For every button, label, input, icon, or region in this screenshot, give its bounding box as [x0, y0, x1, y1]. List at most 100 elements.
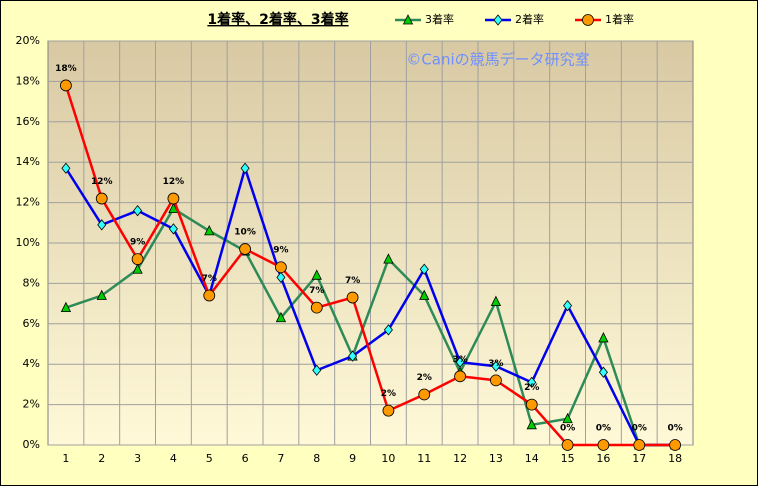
x-tick-label: 10: [381, 452, 395, 465]
x-tick-label: 11: [417, 452, 431, 465]
data-point: [97, 219, 107, 231]
data-label: 3%: [452, 355, 467, 365]
data-point: [61, 162, 71, 174]
data-point: [669, 439, 681, 451]
data-label: 2%: [417, 373, 432, 383]
y-tick-label: 8%: [23, 276, 40, 289]
data-label: 9%: [273, 246, 288, 256]
data-point: [133, 205, 143, 217]
data-point: [348, 350, 358, 362]
data-point: [419, 263, 429, 275]
x-tick-label: 4: [170, 452, 177, 465]
data-label: 7%: [345, 276, 360, 286]
data-point: [95, 192, 108, 205]
x-tick-label: 15: [561, 452, 575, 465]
legend-label: 3着率: [425, 12, 454, 26]
data-label: 12%: [91, 177, 113, 187]
data-point: [490, 295, 502, 306]
data-label: 18%: [55, 64, 77, 74]
data-point: [598, 366, 608, 378]
x-tick-label: 13: [489, 452, 503, 465]
x-tick-label: 9: [349, 452, 356, 465]
x-tick-label: 8: [313, 452, 320, 465]
data-point: [204, 224, 215, 236]
x-tick-label: 7: [277, 452, 284, 465]
data-point: [527, 376, 537, 389]
x-tick-label: 1: [62, 452, 69, 465]
y-tick-label: 16%: [16, 115, 40, 128]
data-point: [563, 299, 573, 312]
y-tick-label: 0%: [23, 438, 40, 451]
data-point: [419, 289, 430, 300]
data-point: [240, 162, 250, 174]
data-point: [525, 398, 538, 411]
data-point: [418, 388, 431, 401]
y-tick-label: 6%: [23, 317, 40, 330]
y-tick-label: 10%: [16, 236, 40, 249]
data-point: [346, 291, 359, 304]
data-label: 0%: [632, 424, 647, 434]
y-tick-label: 18%: [16, 74, 40, 87]
x-tick-label: 3: [134, 452, 141, 465]
data-point: [239, 243, 251, 255]
data-label: 0%: [596, 424, 611, 434]
data-point: [383, 324, 393, 336]
data-point: [132, 263, 143, 274]
data-label: 3%: [488, 359, 503, 369]
data-point: [490, 374, 502, 387]
x-tick-label: 18: [668, 452, 682, 465]
data-point: [382, 404, 395, 417]
data-point: [455, 356, 465, 368]
legend-label: 1着率: [605, 12, 634, 26]
x-tick-label: 16: [596, 452, 610, 465]
data-point: [402, 14, 414, 25]
data-point: [582, 14, 594, 26]
x-tick-label: 5: [206, 452, 213, 465]
y-tick-label: 12%: [16, 196, 40, 209]
data-point: [561, 439, 574, 451]
data-point: [310, 301, 323, 314]
data-point: [454, 370, 466, 383]
data-label: 12%: [163, 177, 185, 187]
data-point: [167, 192, 180, 205]
data-point: [597, 439, 610, 451]
data-point: [96, 289, 107, 300]
y-tick-label: 14%: [16, 155, 40, 168]
data-point: [633, 439, 646, 451]
data-point: [493, 14, 503, 26]
data-label: 0%: [560, 424, 575, 434]
data-point: [60, 301, 72, 313]
series-line: [64, 163, 676, 447]
data-point: [311, 269, 322, 280]
data-point: [598, 332, 609, 343]
data-point: [275, 311, 287, 323]
y-tick-label: 20%: [16, 34, 40, 47]
x-tick-label: 2: [98, 452, 105, 465]
data-point: [276, 271, 286, 283]
data-label: 10%: [234, 228, 256, 238]
x-tick-label: 17: [632, 452, 646, 465]
data-point: [203, 289, 216, 302]
data-label: 9%: [130, 238, 145, 248]
data-point: [168, 223, 178, 235]
x-tick-label: 14: [525, 452, 539, 465]
x-tick-label: 12: [453, 452, 467, 465]
legend-label: 2着率: [515, 12, 544, 26]
data-label: 2%: [524, 383, 539, 393]
y-tick-label: 4%: [23, 357, 40, 370]
data-point: [60, 79, 72, 92]
data-label: 7%: [309, 286, 324, 296]
data-point: [491, 360, 501, 372]
data-label: 0%: [667, 424, 682, 434]
series-line: [64, 85, 676, 447]
y-tick-label: 2%: [23, 398, 40, 411]
watermark: ©Caniの競馬データ研究室: [406, 51, 589, 69]
data-point: [275, 261, 287, 274]
data-point: [562, 412, 573, 424]
data-point: [131, 253, 144, 266]
data-label: 2%: [381, 389, 396, 399]
data-label: 7%: [202, 274, 217, 284]
x-tick-label: 6: [242, 452, 249, 465]
data-point: [526, 418, 537, 430]
